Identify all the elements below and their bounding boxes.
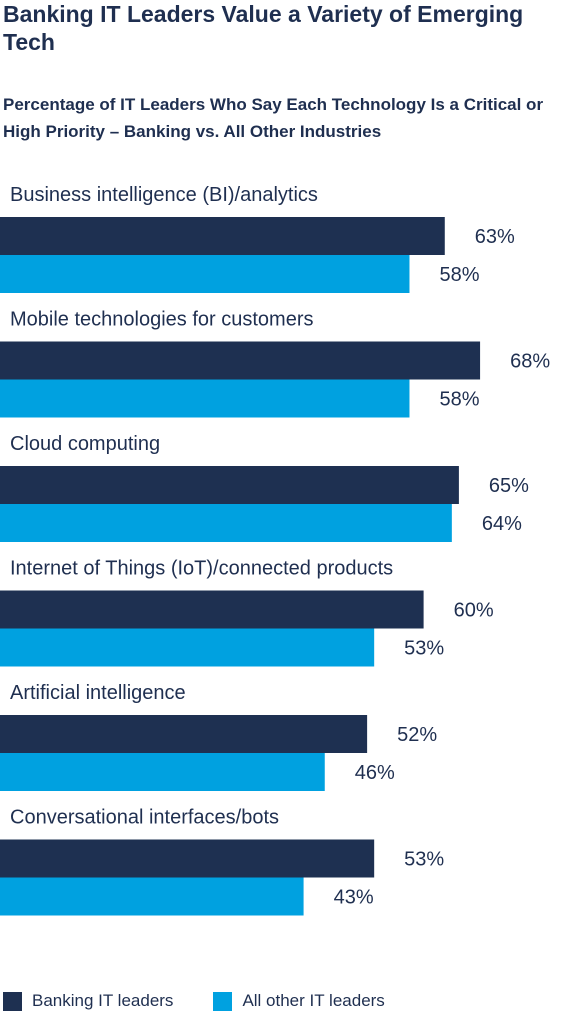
bar-banking-artificial-intelligence xyxy=(0,715,368,753)
value-label-banking-business-intelligence-bi-analytics: 63% xyxy=(475,226,515,248)
chart-subtitle: Percentage of IT Leaders Who Say Each Te… xyxy=(3,95,544,141)
value-label-banking-internet-of-things-iot-connected-products: 60% xyxy=(454,600,494,622)
chart-title: Banking IT Leaders Value a Variety of Em… xyxy=(3,1,524,55)
value-label-other-mobile-technologies-for-customers: 58% xyxy=(439,389,479,411)
legend-label-banking: Banking IT leaders xyxy=(32,991,174,1010)
category-label-internet-of-things-iot-connected-products: Internet of Things (IoT)/connected produ… xyxy=(10,558,393,580)
value-label-other-internet-of-things-iot-connected-products: 53% xyxy=(404,638,444,660)
value-label-banking-conversational-interfaces-bots: 53% xyxy=(404,849,444,871)
bar-chart: Business intelligence (BI)/analytics 63% 5… xyxy=(0,184,550,916)
value-label-banking-cloud-computing: 65% xyxy=(489,475,529,497)
legend-label-other: All other IT leaders xyxy=(242,991,385,1010)
value-label-other-cloud-computing: 64% xyxy=(482,513,522,535)
category-label-conversational-interfaces-bots: Conversational interfaces/bots xyxy=(10,807,279,829)
bar-other-conversational-interfaces-bots xyxy=(0,877,304,916)
legend-item-other: All other IT leaders xyxy=(213,991,385,1011)
value-label-other-business-intelligence-bi-analytics: 58% xyxy=(439,264,479,286)
bar-other-internet-of-things-iot-connected-products xyxy=(0,628,375,667)
value-label-other-conversational-interfaces-bots: 43% xyxy=(334,887,374,909)
value-label-other-artificial-intelligence: 46% xyxy=(355,762,395,784)
bar-banking-business-intelligence-bi-analytics xyxy=(0,217,445,255)
bar-other-artificial-intelligence xyxy=(0,753,325,791)
category-label-cloud-computing: Cloud computing xyxy=(10,433,160,455)
value-label-banking-artificial-intelligence: 52% xyxy=(397,724,437,746)
legend-swatch-other xyxy=(213,991,233,1011)
bar-banking-cloud-computing xyxy=(0,466,459,504)
bar-other-business-intelligence-bi-analytics xyxy=(0,255,410,293)
value-label-banking-mobile-technologies-for-customers: 68% xyxy=(510,351,550,373)
bar-banking-mobile-technologies-for-customers xyxy=(0,341,481,380)
bar-other-cloud-computing xyxy=(0,504,452,542)
category-label-mobile-technologies-for-customers: Mobile technologies for customers xyxy=(10,309,313,331)
category-label-artificial-intelligence: Artificial intelligence xyxy=(10,682,186,704)
bar-banking-internet-of-things-iot-connected-products xyxy=(0,590,424,629)
category-label-business-intelligence-bi-analytics: Business intelligence (BI)/analytics xyxy=(10,184,318,206)
legend: Banking IT leaders All other IT leaders xyxy=(3,990,425,1012)
bar-banking-conversational-interfaces-bots xyxy=(0,839,375,878)
legend-swatch-banking xyxy=(3,991,22,1011)
legend-item-banking: Banking IT leaders xyxy=(3,991,173,1011)
bar-other-mobile-technologies-for-customers xyxy=(0,379,410,418)
